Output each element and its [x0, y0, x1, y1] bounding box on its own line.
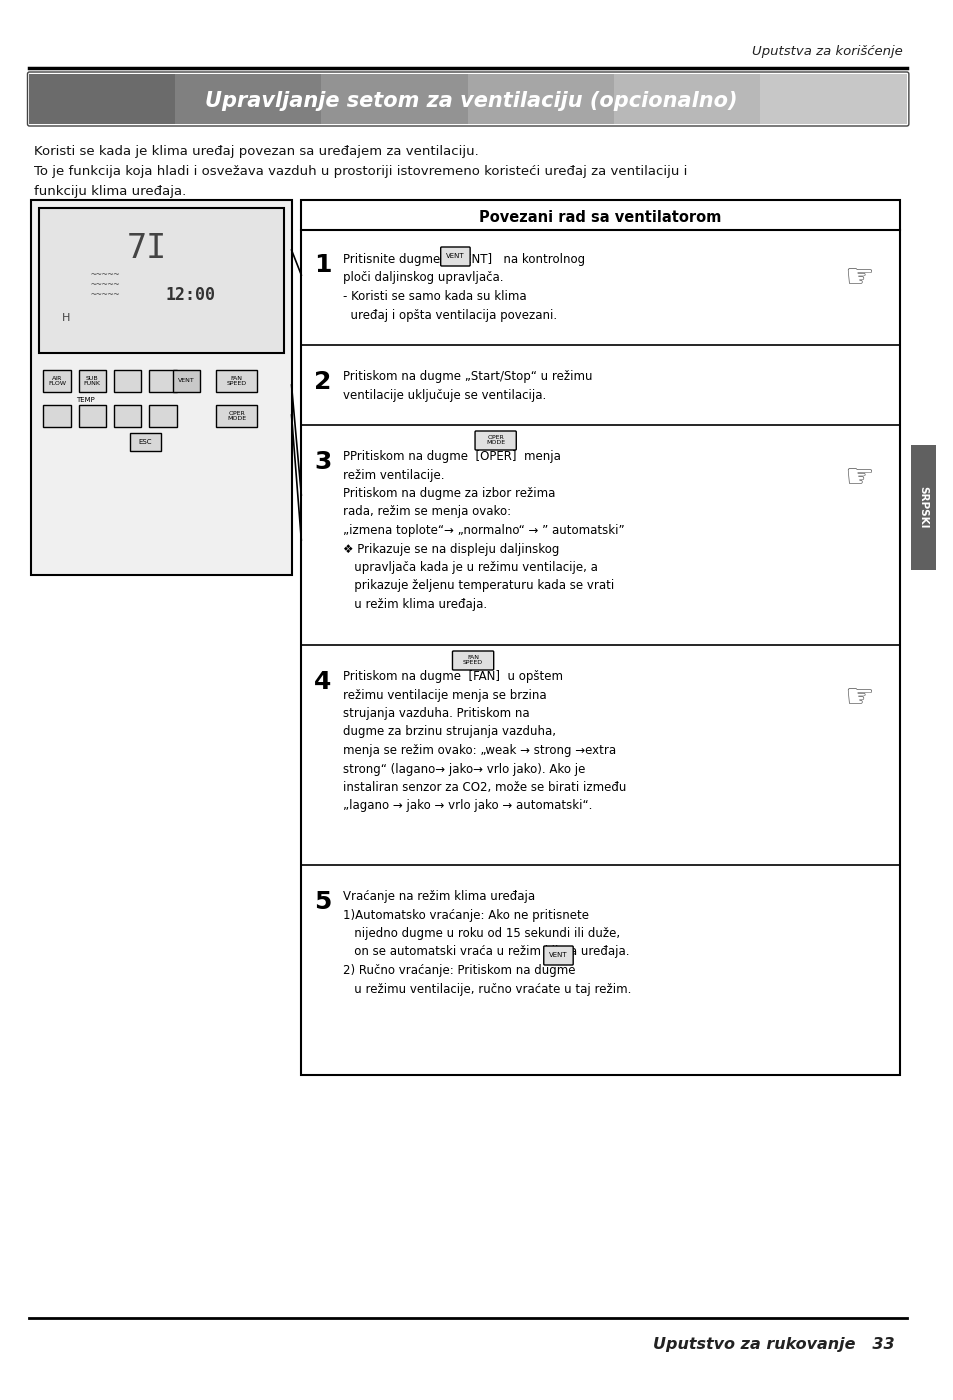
Bar — [910, 445, 935, 570]
Text: Koristi se kada je klima uređaj povezan sa uređajem za ventilaciju.: Koristi se kada je klima uređaj povezan … — [34, 146, 478, 158]
Text: 4: 4 — [314, 671, 332, 694]
Bar — [43, 370, 71, 392]
Bar — [78, 405, 106, 427]
Text: To je funkcija koja hladi i osvežava vazduh u prostoriji istovremeno koristeći u: To je funkcija koja hladi i osvežava vaz… — [34, 165, 687, 178]
Text: FAN
SPEED: FAN SPEED — [226, 375, 246, 386]
Text: Uputstvo za rukovanje   33: Uputstvo za rukovanje 33 — [652, 1337, 893, 1352]
Text: 2: 2 — [314, 370, 332, 393]
Bar — [215, 405, 257, 427]
Bar — [149, 370, 176, 392]
Text: AIR
FLOW: AIR FLOW — [48, 375, 66, 386]
Text: Pritisnite dugme   [VENT]   na kontrolnog
ploči daljinskog upravljača.
- Koristi: Pritisnite dugme [VENT] na kontrolnog pl… — [342, 253, 584, 322]
Text: Povezani rad sa ventilatorom: Povezani rad sa ventilatorom — [479, 210, 721, 224]
Text: TEMP: TEMP — [76, 398, 94, 403]
Text: Uputstva za korišćenje: Uputstva za korišćenje — [752, 45, 902, 59]
Bar — [113, 405, 141, 427]
Text: VENT: VENT — [178, 378, 194, 384]
FancyBboxPatch shape — [452, 651, 493, 671]
Text: ☞: ☞ — [843, 462, 873, 494]
Text: Vraćanje na režim klima uređaja
1)Automatsko vraćanje: Ako ne pritisnete
   nije: Vraćanje na režim klima uređaja 1)Automa… — [342, 890, 630, 995]
Text: FAN
SPEED: FAN SPEED — [462, 655, 482, 665]
Text: SUB
FUNK: SUB FUNK — [84, 375, 101, 386]
Bar — [113, 370, 141, 392]
Text: H: H — [62, 314, 70, 323]
FancyBboxPatch shape — [475, 431, 516, 449]
FancyBboxPatch shape — [440, 246, 470, 266]
Bar — [31, 200, 292, 575]
Bar — [149, 405, 176, 427]
Text: PPritiskom na dugme  [OPER]  menja
režim ventilacije.
Pritiskom na dugme za izbo: PPritiskom na dugme [OPER] menja režim v… — [342, 449, 623, 610]
Bar — [78, 370, 106, 392]
Text: 1: 1 — [314, 253, 332, 277]
Text: 5: 5 — [314, 890, 332, 914]
Bar — [172, 370, 200, 392]
Text: ☞: ☞ — [843, 682, 873, 714]
Text: 3: 3 — [314, 449, 332, 475]
Text: Pritiskom na dugme „Start/Stop“ u režimu
ventilacije uključuje se ventilacija.: Pritiskom na dugme „Start/Stop“ u režimu… — [342, 370, 592, 402]
Bar — [130, 433, 161, 451]
Text: 7І: 7І — [127, 231, 167, 265]
Text: OPER
MODE: OPER MODE — [227, 410, 246, 421]
Text: ☞: ☞ — [843, 262, 873, 294]
Text: 12:00: 12:00 — [166, 286, 215, 304]
Bar — [43, 405, 71, 427]
Text: ~~~~~: ~~~~~ — [91, 270, 119, 280]
Text: funkciju klima uređaja.: funkciju klima uređaja. — [34, 185, 187, 197]
Text: VENT: VENT — [549, 952, 567, 958]
FancyBboxPatch shape — [543, 946, 573, 965]
Bar — [301, 200, 899, 1075]
Text: OPER
MODE: OPER MODE — [486, 434, 505, 445]
Text: Pritiskom na dugme  [FAN]  u opštem
režimu ventilacije menja se brzina
strujanja: Pritiskom na dugme [FAN] u opštem režimu… — [342, 671, 625, 812]
Text: ~~~~~: ~~~~~ — [91, 280, 119, 290]
Text: SRPSKI: SRPSKI — [918, 486, 927, 528]
Text: ~~~~~: ~~~~~ — [91, 290, 119, 300]
Bar — [39, 209, 283, 353]
Text: Upravljanje setom za ventilaciju (opcionalno): Upravljanje setom za ventilaciju (opcion… — [205, 91, 737, 111]
Text: VENT: VENT — [446, 253, 464, 259]
Text: ESC: ESC — [138, 440, 152, 445]
Bar — [215, 370, 257, 392]
